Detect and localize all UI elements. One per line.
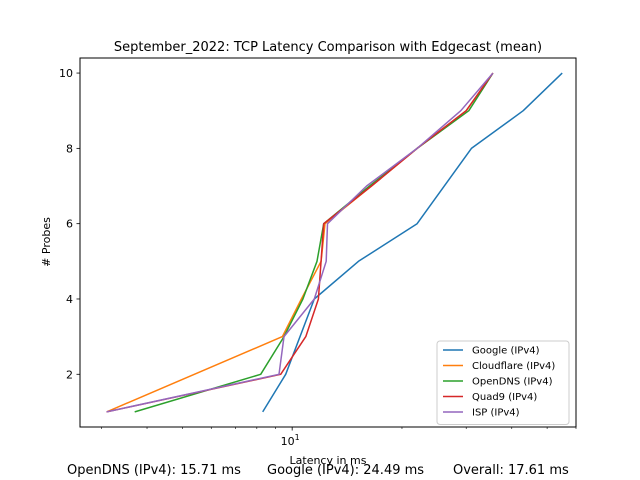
series-line-1 xyxy=(106,72,494,413)
y-tick-label: 10 xyxy=(59,67,73,80)
legend-box xyxy=(436,340,570,425)
footer-opendns-mean: OpenDNS (IPv4): 15.71 ms xyxy=(67,463,241,478)
x-tick-label: 101 xyxy=(281,433,300,448)
x-axis: 101 xyxy=(101,427,577,448)
legend-entry-0: Google (IPv4) xyxy=(472,346,540,357)
y-tick-label: 8 xyxy=(66,142,73,155)
y-tick-label: 6 xyxy=(66,218,73,231)
x-axis-label: Latency in ms xyxy=(290,454,367,467)
legend: Google (IPv4) Cloudflare (IPv4) OpenDNS (I… xyxy=(436,340,570,425)
y-tick-label: 2 xyxy=(66,368,73,381)
legend-entry-2: OpenDNS (IPv4) xyxy=(472,377,553,388)
series-line-2 xyxy=(134,72,494,413)
series-line-4 xyxy=(106,72,494,413)
y-axis-label: # Probes xyxy=(40,217,53,267)
legend-entry-3: Quad9 (IPv4) xyxy=(472,392,537,403)
legend-entry-1: Cloudflare (IPv4) xyxy=(472,361,555,372)
chart-title: September_2022: TCP Latency Comparison w… xyxy=(114,40,542,55)
plot-frame xyxy=(79,57,577,428)
series-line-3 xyxy=(106,72,494,413)
legend-entry-4: ISP (IPv4) xyxy=(472,408,520,419)
series-line-0 xyxy=(262,72,563,413)
footer-google-mean: Google (IPv4): 24.49 ms xyxy=(267,463,425,478)
footer-overall-mean: Overall: 17.61 ms xyxy=(453,463,569,478)
y-axis: 2 4 6 8 10 xyxy=(59,67,80,381)
y-tick-label: 4 xyxy=(66,293,73,306)
